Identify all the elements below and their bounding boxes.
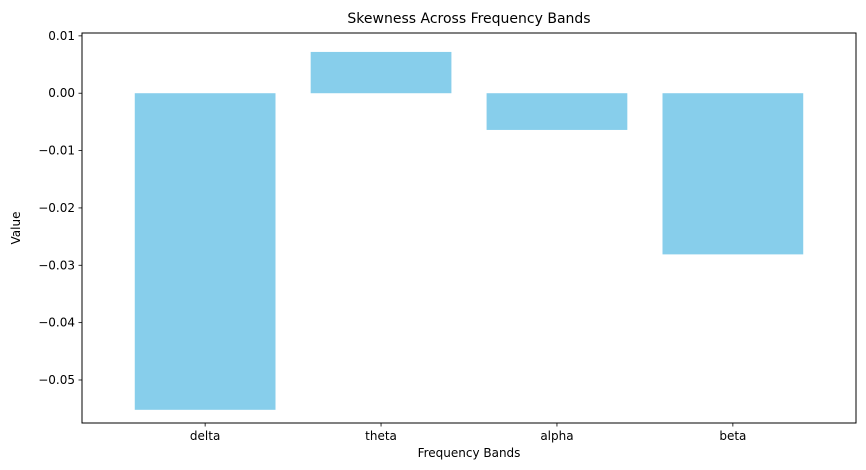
y-tick-label: 0.00 [48,86,75,100]
chart-title: Skewness Across Frequency Bands [347,11,590,27]
x-axis-label: Frequency Bands [418,446,521,460]
x-tick-label-alpha: alpha [540,429,573,443]
y-tick-label: 0.01 [48,29,75,43]
bar-beta [662,93,804,255]
y-tick-label: −0.04 [38,316,75,330]
x-tick-label-theta: theta [365,429,397,443]
bar-delta [134,93,276,410]
bars-group [134,51,804,410]
y-tick-label: −0.05 [38,373,75,387]
x-tick-label-delta: delta [190,429,220,443]
y-tick-label: −0.01 [38,144,75,158]
x-tick-label-beta: beta [719,429,746,443]
x-axis-ticks: delta theta alpha beta [190,423,746,443]
y-axis-label: Value [9,212,23,245]
bar-alpha [486,93,628,130]
y-axis-ticks: 0.01 0.00 −0.01 −0.02 −0.03 −0.04 −0.05 [38,29,82,387]
y-tick-label: −0.02 [38,201,75,215]
bar-theta [310,51,452,94]
y-tick-label: −0.03 [38,258,75,272]
plot-frame [81,32,857,424]
